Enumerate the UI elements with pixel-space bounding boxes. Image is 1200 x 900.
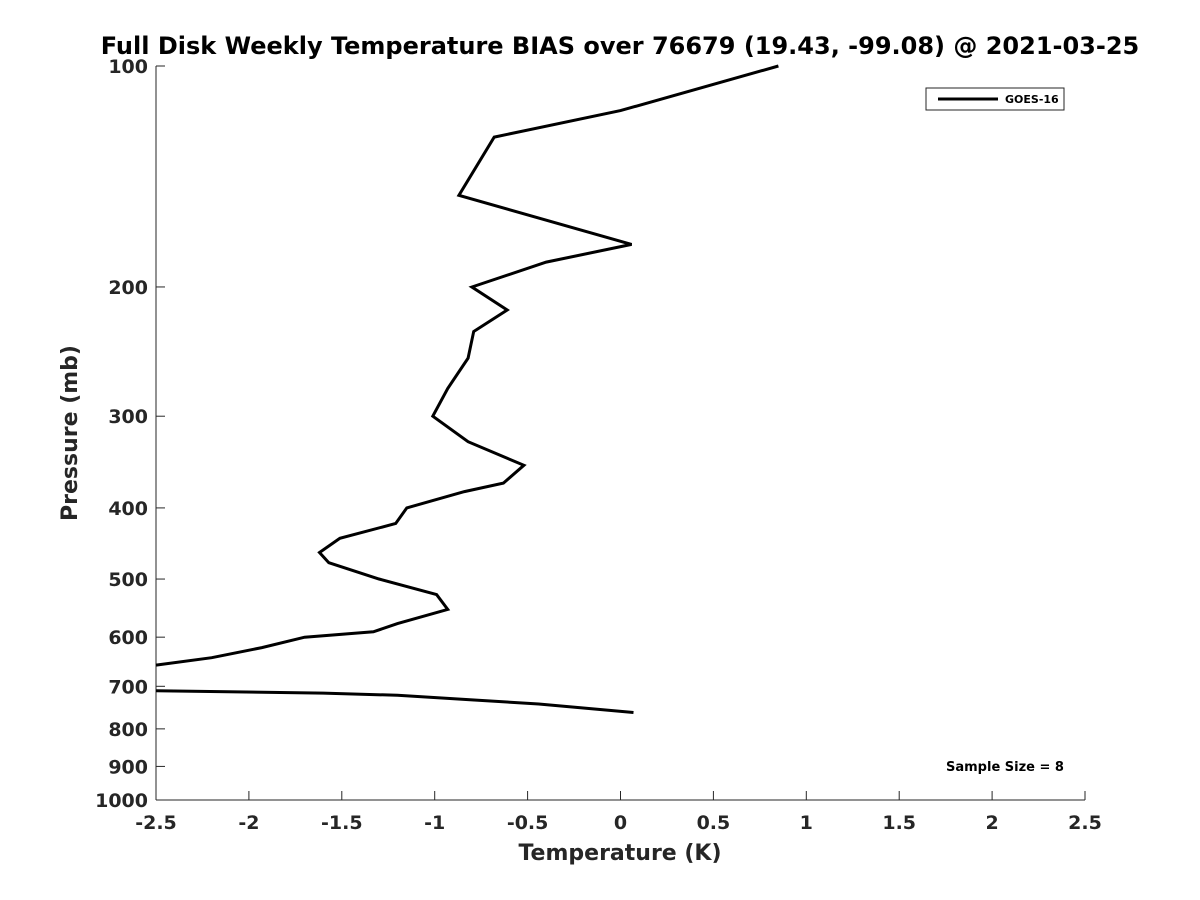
y-tick-label: 500: [108, 569, 148, 591]
series-layer: [155, 64, 779, 714]
x-tick-label: -2.5: [135, 812, 177, 834]
x-tick-label: -0.5: [507, 812, 549, 834]
x-tick-label: 2.5: [1068, 812, 1102, 834]
x-tick-label: 0: [614, 812, 627, 834]
chart-title: Full Disk Weekly Temperature BIAS over 7…: [101, 32, 1140, 60]
plot-frame: [155, 66, 1085, 801]
y-tick-label: 300: [108, 406, 148, 428]
y-tick-label: 400: [108, 498, 148, 520]
x-tick-label: 2: [985, 812, 998, 834]
y-tick-label: 600: [108, 627, 148, 649]
x-tick-label: 1: [800, 812, 813, 834]
y-tick-label: 800: [108, 719, 148, 741]
y-tick-label: 200: [108, 277, 148, 299]
y-tick-label: 700: [108, 676, 148, 698]
x-axis-ticks: -2.5 -2 -1.5 -1 -0.5 0 0.5 1 1.5 2 2.5: [135, 791, 1102, 834]
x-tick-label: 0.5: [697, 812, 731, 834]
series-line-1: [155, 689, 634, 714]
sample-size-annotation: Sample Size = 8: [946, 760, 1064, 775]
x-tick-label: -1: [424, 812, 445, 834]
legend: GOES-16: [925, 87, 1065, 111]
x-tick-label: -1.5: [321, 812, 363, 834]
x-tick-label: -2: [238, 812, 259, 834]
legend-label: GOES-16: [1005, 93, 1059, 106]
series-line-0: [155, 64, 779, 667]
x-tick-label: 1.5: [882, 812, 916, 834]
y-tick-label: 900: [108, 756, 148, 778]
y-tick-label: 1000: [95, 790, 148, 812]
y-axis-ticks: 100 200 300 400 500 600 700 800 900 1000: [95, 56, 165, 812]
x-axis-label: Temperature (K): [518, 841, 721, 866]
y-axis-label: Pressure (mb): [58, 345, 83, 521]
y-tick-label: 100: [108, 56, 148, 78]
